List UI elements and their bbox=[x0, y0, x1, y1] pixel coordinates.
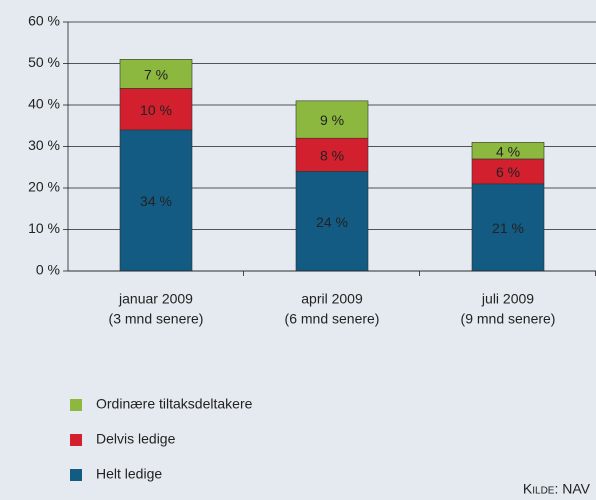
data-label: 6 % bbox=[496, 164, 520, 180]
legend-swatch bbox=[70, 399, 82, 411]
y-tick-label: 20 % bbox=[28, 179, 60, 195]
y-tick-label: 0 % bbox=[36, 262, 60, 278]
bar-segment bbox=[471, 142, 545, 160]
x-tick-label: (9 mnd senere) bbox=[461, 311, 556, 327]
data-label: 24 % bbox=[316, 214, 348, 230]
data-label: 34 % bbox=[140, 193, 172, 209]
x-tick-label: juli 2009 bbox=[481, 291, 534, 307]
bar-segment bbox=[295, 137, 369, 172]
data-label: 21 % bbox=[492, 220, 524, 236]
x-tick-label: (3 mnd senere) bbox=[109, 311, 204, 327]
legend-label: Ordinære tiltaksdeltakere bbox=[96, 396, 253, 412]
bar-segment bbox=[119, 59, 193, 89]
y-tick-label: 60 % bbox=[28, 13, 60, 29]
source: Kilde: NAV bbox=[523, 481, 591, 497]
x-tick-label: (6 mnd senere) bbox=[285, 311, 380, 327]
data-label: 10 % bbox=[140, 102, 172, 118]
x-tick-label: januar 2009 bbox=[118, 291, 193, 307]
bar-segment bbox=[471, 158, 545, 185]
bar-segment bbox=[471, 183, 545, 272]
bar-segment bbox=[295, 100, 369, 139]
data-label: 4 % bbox=[496, 143, 520, 159]
legend-label: Delvis ledige bbox=[96, 431, 176, 447]
y-tick-label: 40 % bbox=[28, 96, 60, 112]
data-label: 8 % bbox=[320, 148, 344, 164]
bar-segment bbox=[295, 171, 369, 272]
y-tick-label: 50 % bbox=[28, 54, 60, 70]
legend-swatch bbox=[70, 434, 82, 446]
y-tick-label: 10 % bbox=[28, 220, 60, 236]
data-label: 9 % bbox=[320, 112, 344, 128]
y-tick-label: 30 % bbox=[28, 137, 60, 153]
data-label: 7 % bbox=[144, 67, 168, 83]
legend-label: Helt ledige bbox=[96, 466, 162, 482]
legend-swatch bbox=[70, 469, 82, 481]
x-tick-label: april 2009 bbox=[301, 291, 363, 307]
